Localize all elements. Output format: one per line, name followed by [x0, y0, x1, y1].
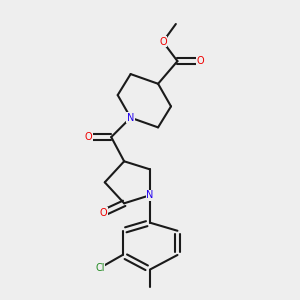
Text: N: N: [146, 190, 154, 200]
Text: N: N: [127, 113, 134, 123]
Text: O: O: [196, 56, 204, 66]
Text: O: O: [159, 37, 167, 47]
Text: Cl: Cl: [95, 263, 105, 273]
Text: O: O: [85, 132, 92, 142]
Text: O: O: [99, 208, 107, 218]
